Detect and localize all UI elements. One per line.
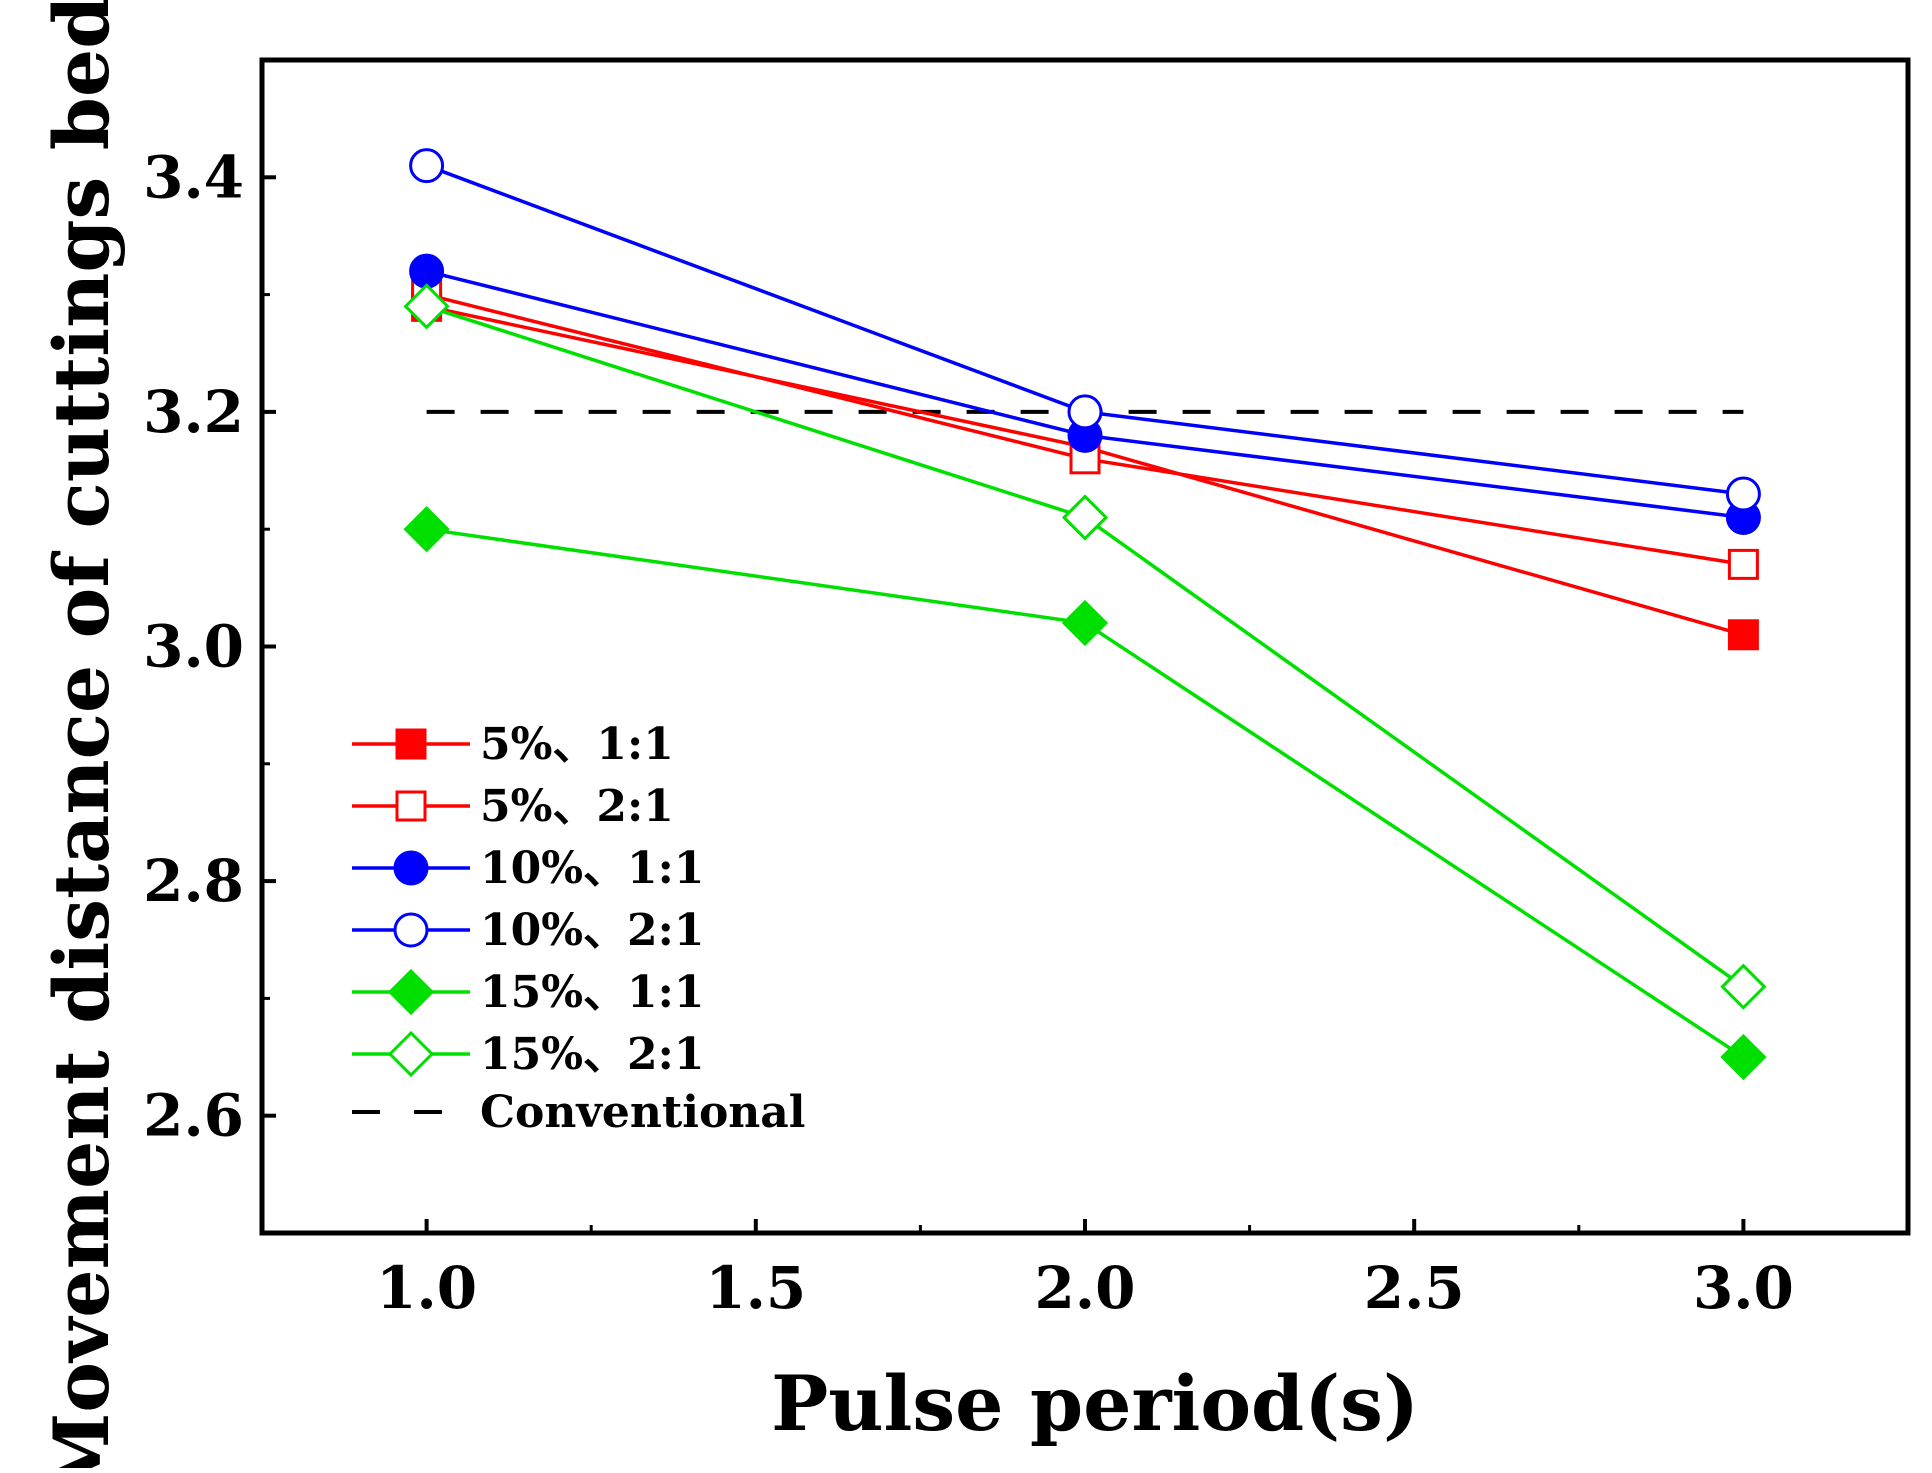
legend-marker	[395, 728, 427, 760]
y-axis-title: Movement distance of cuttings bed(m)	[37, 0, 126, 1468]
series-4	[403, 506, 1767, 1081]
legend-label: 5%、2:1	[480, 781, 674, 832]
legend-label: 10%、1:1	[480, 843, 705, 894]
legend-marker	[393, 912, 429, 948]
x-tick-label: 3.0	[1693, 1254, 1794, 1322]
legend-label: 15%、1:1	[480, 967, 705, 1018]
series-2	[409, 253, 1761, 535]
y-tick-label: 3.0	[143, 613, 244, 681]
legend-marker	[387, 1030, 435, 1078]
x-tick-label: 2.5	[1364, 1254, 1465, 1322]
data-point	[1061, 494, 1109, 541]
series-5	[403, 283, 1767, 1010]
data-point	[409, 148, 445, 184]
data-point	[1727, 548, 1759, 580]
y-tick-label: 2.6	[143, 1082, 244, 1150]
legend-label: 5%、1:1	[480, 719, 674, 770]
legend-marker	[395, 790, 427, 822]
legend-item: 10%、2:1	[352, 905, 705, 956]
legend-item: Conventional	[352, 1087, 806, 1138]
y-tick-label: 3.2	[143, 378, 244, 446]
legend-item: 15%、1:1	[352, 967, 705, 1018]
x-tick-label: 2.0	[1035, 1254, 1136, 1322]
legend-marker	[393, 850, 429, 886]
x-tick-label: 1.5	[705, 1254, 806, 1322]
series-3	[409, 148, 1761, 512]
data-point	[403, 506, 450, 553]
legend-item: 5%、1:1	[352, 719, 674, 770]
data-point	[1720, 1033, 1767, 1081]
data-point	[1061, 599, 1109, 647]
x-tick-label: 1.0	[376, 1254, 477, 1322]
data-point	[1720, 963, 1767, 1010]
legend-label: 10%、2:1	[480, 905, 705, 956]
series-line	[426, 269, 1744, 520]
legend-label: 15%、2:1	[480, 1029, 705, 1080]
legend-item: 10%、1:1	[352, 843, 705, 894]
legend-marker	[387, 968, 435, 1016]
data-point	[1067, 394, 1103, 430]
data-point	[1725, 476, 1761, 512]
legend-item: 15%、2:1	[352, 1029, 705, 1080]
legend-item: 5%、2:1	[352, 781, 674, 832]
data-point	[1727, 619, 1759, 651]
data-point	[409, 253, 445, 289]
data-point	[403, 283, 450, 330]
y-tick-label: 3.4	[143, 143, 244, 211]
y-tick-label: 2.8	[143, 847, 244, 915]
x-axis-title: Pulse period(s)	[771, 1359, 1419, 1448]
legend-label: Conventional	[480, 1087, 806, 1138]
